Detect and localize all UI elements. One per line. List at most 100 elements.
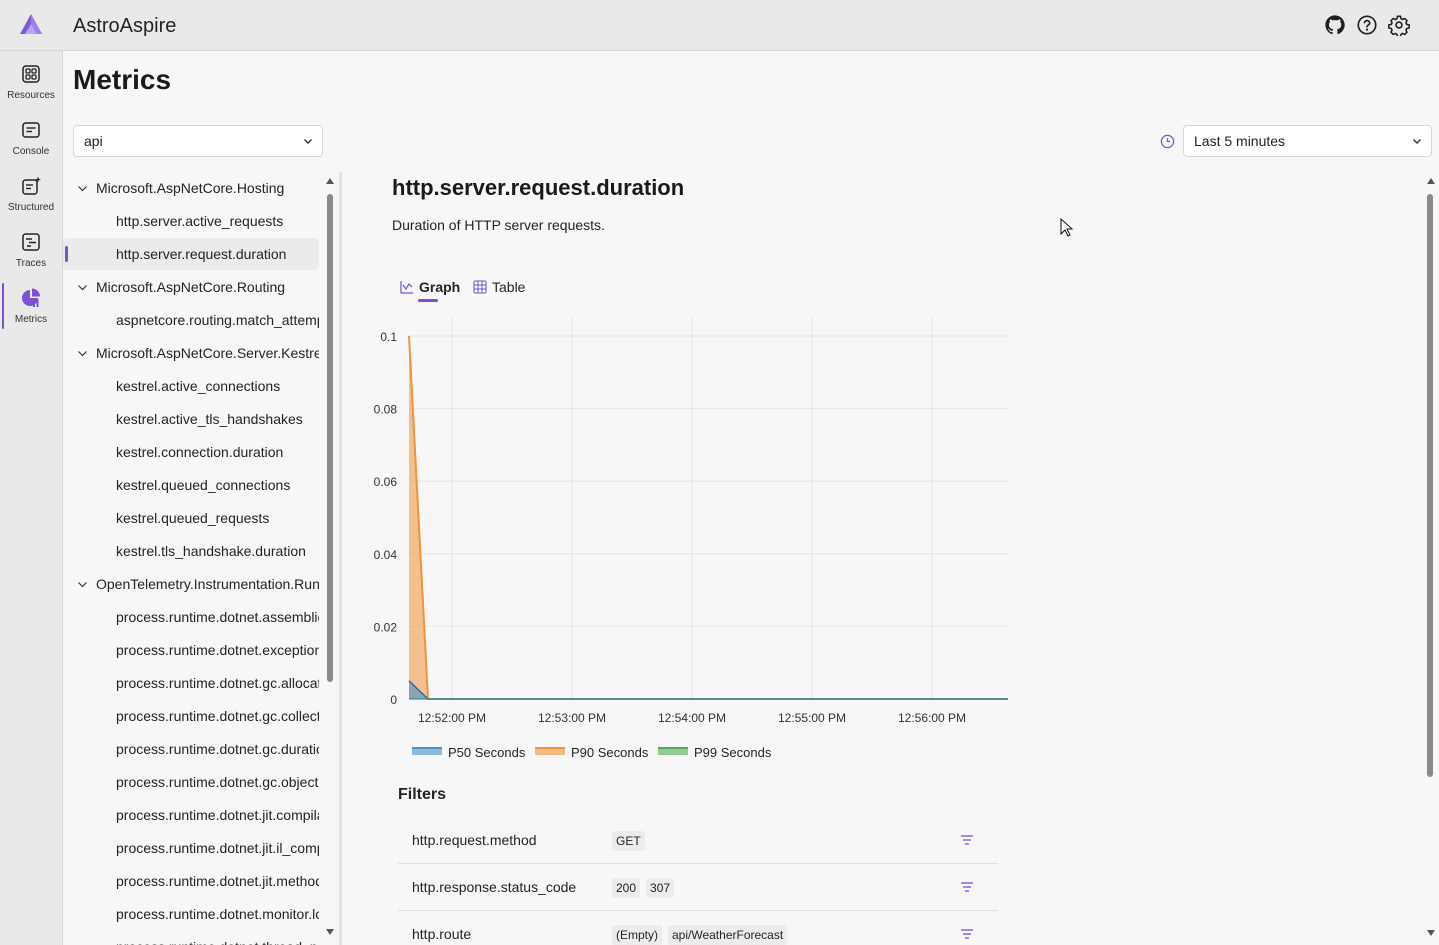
tree-group-item[interactable]: Microsoft.AspNetCore.Server.Kestrel	[63, 337, 319, 369]
resources-grid-icon	[22, 65, 40, 83]
tree-metric-item[interactable]: kestrel.connection.duration	[63, 436, 319, 468]
app-logo-icon[interactable]	[19, 13, 43, 35]
nav-item-resources[interactable]: Resources	[0, 59, 62, 111]
filter-value-chip: 307	[646, 878, 675, 898]
settings-gear-icon[interactable]	[1388, 14, 1410, 36]
tree-item-label: process.runtime.dotnet.assemblies.count	[116, 609, 319, 625]
scroll-up-arrow-icon[interactable]	[1427, 178, 1435, 184]
tree-metric-item[interactable]: kestrel.active_connections	[63, 370, 319, 402]
tab-graph-label: Graph	[419, 279, 461, 295]
tree-item-label: aspnetcore.routing.match_attempts	[116, 312, 319, 328]
legend-swatch	[412, 748, 442, 755]
tree-metric-item[interactable]: http.server.request.duration	[63, 238, 319, 270]
tree-item-label: process.runtime.dotnet.thread_pool.threa…	[116, 939, 319, 945]
tree-group-item[interactable]: OpenTelemetry.Instrumentation.Runtime	[63, 568, 319, 600]
tree-metric-item[interactable]: process.runtime.dotnet.monitor.lock_cont…	[63, 898, 319, 930]
tree-metric-item[interactable]: process.runtime.dotnet.gc.objects.size	[63, 766, 319, 798]
y-tick-label: 0.1	[380, 330, 397, 344]
x-tick-label: 12:56:00 PM	[898, 711, 966, 725]
metric-title: http.server.request.duration	[392, 175, 685, 200]
x-tick-label: 12:54:00 PM	[658, 711, 726, 725]
tree-item-label: http.server.request.duration	[116, 246, 287, 262]
panel-splitter[interactable]	[339, 172, 342, 945]
nav-item-structured[interactable]: Structured	[0, 171, 62, 223]
metric-tree: Microsoft.AspNetCore.Hosting http.server.…	[63, 172, 323, 945]
tree-group-item[interactable]: Microsoft.AspNetCore.Hosting	[63, 172, 319, 204]
filter-value-chip: GET	[612, 831, 645, 851]
github-icon[interactable]	[1324, 14, 1346, 36]
content-scrollbar[interactable]	[1425, 172, 1437, 945]
tree-metric-item[interactable]: kestrel.active_tls_handshakes	[63, 403, 319, 435]
tree-metric-item[interactable]: process.runtime.dotnet.exceptions.count	[63, 634, 319, 666]
tree-group-item[interactable]: Microsoft.AspNetCore.Routing	[63, 271, 319, 303]
chevron-down-icon[interactable]	[77, 348, 88, 359]
y-tick-label: 0	[390, 693, 397, 707]
nav-label-resources: Resources	[7, 90, 55, 101]
nav-label-traces: Traces	[15, 258, 47, 269]
tree-metric-item[interactable]: process.runtime.dotnet.jit.il_compiled.s…	[63, 832, 319, 864]
scroll-down-arrow-icon[interactable]	[1427, 930, 1435, 936]
tree-item-label: process.runtime.dotnet.jit.methods_compi…	[116, 873, 319, 889]
app-title: AstroAspire	[73, 15, 177, 37]
tree-item-label: process.runtime.dotnet.gc.duration	[116, 741, 319, 757]
filter-icon[interactable]	[960, 927, 974, 941]
tree-item-label: process.runtime.dotnet.gc.collections.co…	[116, 708, 319, 724]
structured-logs-icon	[22, 176, 41, 195]
tree-metric-item[interactable]: aspnetcore.routing.match_attempts	[63, 304, 319, 336]
tree-metric-item[interactable]: process.runtime.dotnet.thread_pool.threa…	[63, 931, 319, 945]
resource-select-value: api	[84, 133, 103, 149]
filter-icon[interactable]	[960, 880, 974, 894]
tree-scrollbar-thumb[interactable]	[327, 194, 333, 682]
console-icon	[22, 122, 40, 138]
app-header: AstroAspire	[0, 0, 1439, 51]
x-tick-label: 12:53:00 PM	[538, 711, 606, 725]
tab-table-label: Table	[492, 279, 526, 295]
legend-swatch	[535, 748, 565, 755]
tree-metric-item[interactable]: process.runtime.dotnet.gc.collections.co…	[63, 700, 319, 732]
nav-label-console: Console	[12, 146, 50, 157]
tree-item-label: Microsoft.AspNetCore.Routing	[96, 279, 286, 295]
tree-metric-item[interactable]: process.runtime.dotnet.jit.methods_compi…	[63, 865, 319, 897]
tree-metric-item[interactable]: kestrel.queued_connections	[63, 469, 319, 501]
series-area-p90	[409, 336, 1008, 699]
filter-value-chip: 200	[612, 878, 641, 898]
mouse-cursor-icon	[1060, 218, 1074, 237]
filter-name: http.route	[412, 926, 472, 942]
series-line-p50	[408, 680, 1008, 700]
scroll-up-arrow-icon[interactable]	[326, 178, 334, 184]
x-tick-label: 12:55:00 PM	[778, 711, 846, 725]
nav-item-metrics[interactable]: Metrics	[0, 283, 62, 335]
nav-item-traces[interactable]: Traces	[0, 227, 62, 279]
filter-name: http.response.status_code	[412, 879, 577, 895]
nav-item-console[interactable]: Console	[0, 115, 62, 167]
tree-metric-item[interactable]: process.runtime.dotnet.jit.compilation_t…	[63, 799, 319, 831]
tree-item-label: process.runtime.dotnet.jit.il_compiled.s…	[116, 840, 319, 856]
chevron-down-icon[interactable]	[77, 183, 88, 194]
tree-metric-item[interactable]: process.runtime.dotnet.gc.allocations.si…	[63, 667, 319, 699]
content-scrollbar-thumb[interactable]	[1427, 194, 1433, 777]
tree-metric-item[interactable]: http.server.active_requests	[63, 205, 319, 237]
tree-item-label: process.runtime.dotnet.gc.allocations.si…	[116, 675, 319, 691]
filter-value-chip: (Empty)	[612, 925, 662, 945]
chevron-down-icon[interactable]	[77, 579, 88, 590]
legend-label: P99 Seconds	[694, 745, 772, 760]
tree-item-label: kestrel.active_connections	[116, 378, 281, 394]
tree-metric-item[interactable]: process.runtime.dotnet.assemblies.count	[63, 601, 319, 633]
nav-label-structured: Structured	[7, 202, 55, 213]
duration-chart[interactable]: 0 0.02 0.04 0.06 0.08 0.1 12:52:00 PM 12:53:00 …	[360, 310, 1020, 780]
tree-item-label: Microsoft.AspNetCore.Server.Kestrel	[96, 345, 319, 361]
metric-description: Duration of HTTP server requests.	[392, 217, 605, 233]
page-title: Metrics	[73, 64, 172, 95]
tree-scrollbar[interactable]	[325, 174, 335, 945]
tree-metric-item[interactable]: process.runtime.dotnet.gc.duration	[63, 733, 319, 765]
time-range-select[interactable]: Last 5 minutes	[1183, 125, 1432, 157]
series-line-p99	[409, 336, 1008, 699]
help-icon[interactable]	[1356, 14, 1378, 36]
tree-metric-item[interactable]: kestrel.queued_requests	[63, 502, 319, 534]
filter-icon[interactable]	[960, 833, 974, 847]
tree-metric-item[interactable]: kestrel.tls_handshake.duration	[63, 535, 319, 567]
scroll-down-arrow-icon[interactable]	[326, 929, 334, 935]
resource-select[interactable]: api	[73, 125, 323, 157]
tree-item-label: process.runtime.dotnet.monitor.lock_cont…	[116, 906, 319, 922]
chevron-down-icon[interactable]	[77, 282, 88, 293]
